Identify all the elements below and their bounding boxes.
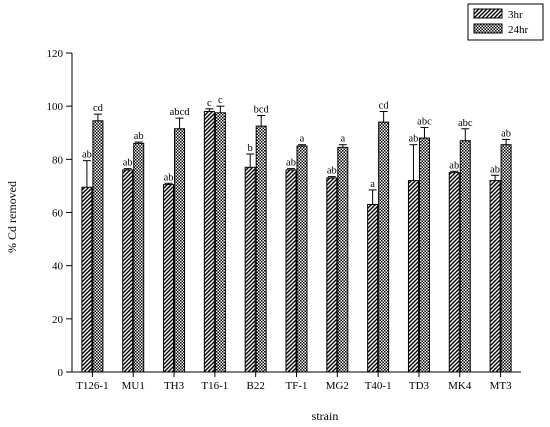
bar-3hr (326, 177, 338, 373)
y-tick-label: 120 (47, 48, 64, 60)
x-tick-label: MK4 (448, 380, 472, 392)
x-tick-label: TD3 (409, 380, 430, 392)
significance-label: abc (417, 116, 432, 127)
x-tick-label: TF-1 (286, 380, 308, 392)
significance-label: b (248, 143, 253, 154)
significance-label: a (300, 134, 305, 145)
significance-label: cd (93, 103, 104, 114)
x-tick-label: MG2 (326, 380, 349, 392)
plot-area: 020406080100120T126-1abcdMU1ababTH3ababc… (47, 48, 521, 392)
bar-24hr (418, 137, 430, 373)
significance-label: ab (501, 128, 511, 139)
significance-label: a (340, 134, 345, 145)
significance-label: ab (164, 172, 174, 183)
bar-3hr (122, 169, 134, 373)
significance-label: c (218, 95, 223, 106)
bar-24hr (255, 125, 267, 373)
significance-label: ab (82, 150, 92, 161)
chart-legend: 3hr 24hr (467, 3, 544, 41)
y-tick-label: 40 (52, 261, 64, 273)
significance-label: c (207, 98, 212, 109)
significance-label: bcd (254, 104, 270, 115)
x-axis-title: strain (312, 409, 339, 423)
bar-24hr (378, 121, 390, 373)
x-tick-label: B22 (247, 380, 265, 392)
y-axis-title: % Cd removed (5, 181, 19, 253)
y-tick-label: 100 (47, 101, 64, 113)
y-tick-label: 60 (52, 208, 64, 220)
bar-24hr (296, 145, 308, 373)
significance-label: ab (449, 160, 459, 171)
bar-3hr (407, 180, 419, 373)
significance-label: ab (134, 131, 144, 142)
significance-label: ab (408, 134, 418, 145)
bar-24hr (214, 112, 226, 373)
x-tick-label: MU1 (122, 380, 145, 392)
bar-3hr (489, 180, 501, 373)
bar-24hr (337, 146, 349, 373)
bar-24hr (92, 120, 104, 373)
x-tick-label: MT3 (490, 380, 513, 392)
significance-label: abc (458, 118, 473, 129)
bar-3hr (203, 110, 215, 373)
significance-label: ab (123, 158, 133, 169)
significance-label: a (370, 179, 375, 190)
legend-label: 24hr (508, 24, 529, 36)
significance-label: abcd (170, 107, 191, 118)
bar-24hr (174, 128, 186, 373)
bar-3hr (81, 186, 93, 373)
bar-3hr (367, 204, 379, 373)
y-tick-label: 20 (52, 314, 64, 326)
bar-3hr (244, 166, 256, 373)
significance-label: ab (490, 164, 500, 175)
x-tick-label: TH3 (164, 380, 185, 392)
significance-label: ab (327, 166, 337, 177)
bar-3hr (163, 184, 175, 373)
x-tick-label: T40-1 (365, 380, 392, 392)
bar-24hr (500, 144, 512, 373)
bar-3hr (285, 169, 297, 373)
x-tick-label: T16-1 (201, 380, 228, 392)
bar-24hr (133, 142, 145, 373)
legend-swatch (473, 8, 503, 19)
significance-label: ab (286, 158, 296, 169)
y-tick-label: 0 (58, 367, 64, 379)
legend-label: 3hr (508, 9, 523, 21)
legend-swatch (473, 23, 503, 34)
bar-3hr (448, 172, 460, 373)
x-tick-label: T126-1 (76, 380, 108, 392)
y-tick-label: 80 (52, 154, 64, 166)
significance-label: cd (379, 100, 390, 111)
bar-24hr (459, 140, 471, 373)
